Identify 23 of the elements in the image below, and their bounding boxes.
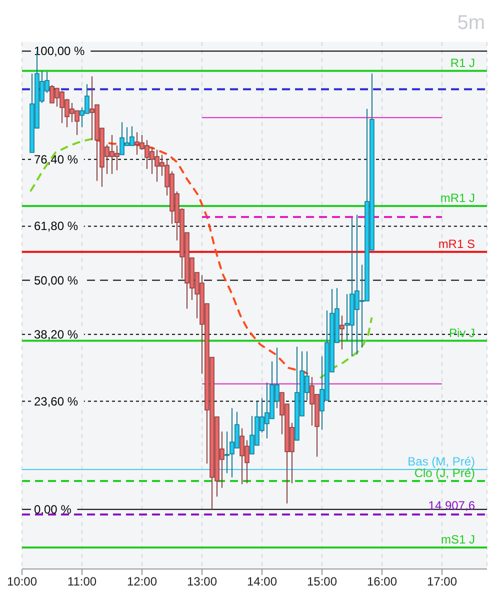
ref-line-label: mR1 S: [438, 236, 475, 251]
ref-line-label: 50,00 %: [34, 273, 78, 288]
x-tick-label: 17:00: [426, 574, 458, 589]
ref-line-label: Bas (M, Pré): [408, 454, 475, 469]
annotation: 14 907,6: [428, 498, 476, 512]
ref-line-label: 76,40 %: [34, 152, 78, 166]
x-tick-label: 14:00: [246, 574, 278, 589]
ref-line-label: 0,00 %: [34, 502, 72, 516]
ref-line-label: R1 J: [450, 56, 475, 70]
x-tick-label: 16:00: [366, 574, 398, 589]
x-tick-label: 11:00: [67, 574, 97, 589]
x-tick-label: 10:00: [6, 574, 38, 589]
ref-line-label: 38,20 %: [34, 327, 78, 342]
candlestick: [340, 315, 344, 350]
ref-line-label: mR1 J: [440, 191, 475, 206]
x-tick-label: 12:00: [126, 574, 158, 589]
ref-line-label: 100,00 %: [34, 44, 86, 58]
x-tick-label: 13:00: [186, 574, 218, 589]
ref-line-label: 23,60 %: [34, 394, 78, 408]
ref-line-label: 61,80 %: [34, 219, 78, 234]
ref-line-label: mS1 J: [440, 532, 475, 546]
x-tick-label: 15:00: [306, 574, 338, 589]
ref-line-label: Piv J: [448, 326, 475, 340]
